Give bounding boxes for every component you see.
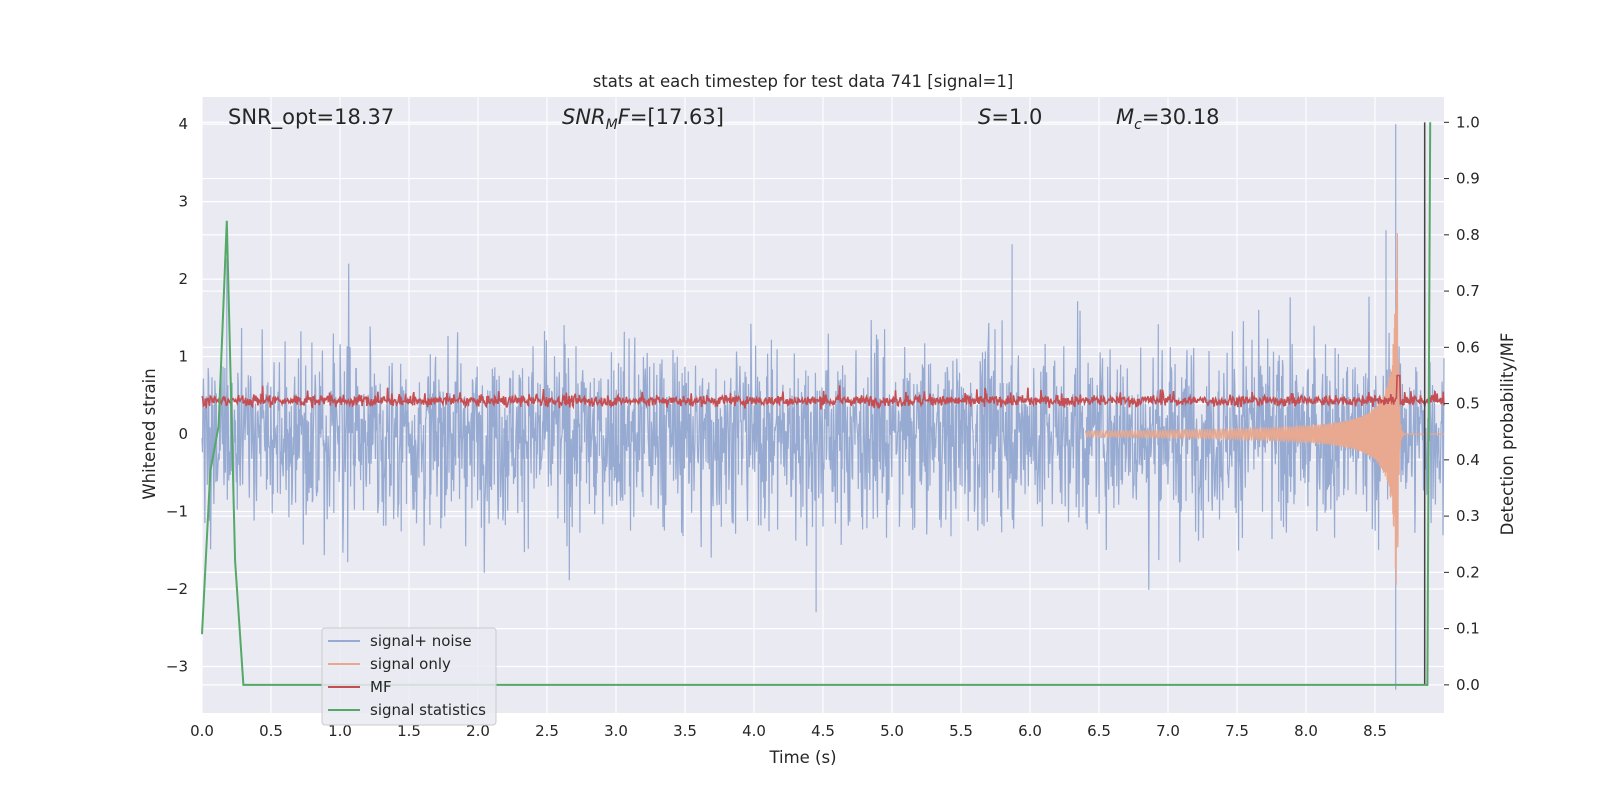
y-right-tick-label: 0.8 [1456, 226, 1480, 244]
x-tick-label: 4.0 [742, 722, 766, 740]
x-tick-label: 0.0 [190, 722, 214, 740]
series-signal-only-line [1084, 233, 1444, 585]
legend-label-signal-only: signal only [370, 655, 451, 673]
y-right-tick-label: 0.2 [1456, 563, 1480, 581]
mc-value: =30.18 [1142, 105, 1220, 129]
y-right-tick-label: 0.1 [1456, 620, 1480, 638]
x-tick-label: 6.0 [1018, 722, 1042, 740]
x-axis-label: Time (s) [768, 748, 836, 767]
y-right-tick-label: 0.3 [1456, 507, 1480, 525]
x-tick-label: 6.5 [1087, 722, 1111, 740]
x-tick-label: 1.5 [397, 722, 421, 740]
snr-opt-annotation: SNR_opt=18.37 [228, 105, 394, 130]
legend-label-signal-statistics: signal statistics [370, 701, 486, 719]
series-layer [201, 122, 1445, 690]
s-symbol: S [978, 105, 991, 129]
legend-label-signal-noise: signal+ noise [370, 632, 472, 650]
x-tick-label: 3.0 [604, 722, 628, 740]
y-tick-label: −2 [166, 580, 188, 598]
x-tick-label: 7.5 [1225, 722, 1249, 740]
y-right-tick-label: 1.0 [1456, 113, 1480, 131]
legend-box [321, 627, 497, 726]
y-right-tick-label: 0.9 [1456, 170, 1480, 188]
legend-label-mf: MF [370, 678, 392, 696]
y-axis-label: Whitened strain [140, 368, 159, 499]
y-tick-label: 2 [178, 270, 188, 288]
y-tick-label: −1 [166, 503, 188, 521]
snr-mf-annotation: SNRMF=[17.63] [562, 105, 724, 133]
y-right-tick-label: 0.7 [1456, 282, 1480, 300]
y-right-tick-label: 0.6 [1456, 338, 1480, 356]
series-mf-line [201, 374, 1445, 410]
snr-mf-subscript: M [606, 117, 618, 133]
x-tick-label: 2.5 [535, 722, 559, 740]
x-tick-label: 2.0 [466, 722, 490, 740]
x-tick-label: 5.0 [880, 722, 904, 740]
mc-symbol: M [1116, 105, 1134, 129]
s-annotation: S=1.0 [978, 105, 1042, 129]
series-signal-statistics-line [201, 122, 1432, 686]
snr-mf-f: F [618, 105, 631, 129]
s-value: =1.0 [991, 105, 1042, 129]
tick-labels: 0.0 0.5 1.0 1.5 2.0 2.5 3.0 3.5 4.0 4.5 5.0 5.5 6.0 6… [166, 113, 1480, 740]
x-tick-label: 8.0 [1294, 722, 1318, 740]
legend: signal+ noise signal only MF signal stat… [321, 627, 497, 726]
x-tick-label: 8.5 [1363, 722, 1387, 740]
y-right-tick-label: 0.5 [1456, 395, 1480, 413]
y-tick-label: −3 [166, 658, 188, 676]
x-tick-label: 0.5 [259, 722, 283, 740]
y-right-tick-label: 0.0 [1456, 676, 1480, 694]
mc-annotation: Mc=30.18 [1116, 105, 1220, 133]
y-tick-label: 4 [178, 115, 188, 133]
x-tick-label: 7.0 [1156, 722, 1180, 740]
snr-mf-symbol: SNR [562, 105, 606, 129]
y-tick-label: 1 [178, 348, 188, 366]
series-signal-noise-line [201, 124, 1445, 690]
x-tick-label: 5.5 [949, 722, 973, 740]
snr-mf-value: =[17.63] [630, 105, 724, 129]
y-tick-label: 0 [178, 425, 188, 443]
mc-subscript: c [1134, 117, 1142, 133]
chart-title: stats at each timestep for test data 741… [593, 72, 1014, 91]
x-tick-label: 1.0 [328, 722, 352, 740]
y-tick-label: 3 [178, 193, 188, 211]
x-tick-label: 4.5 [811, 722, 835, 740]
x-tick-label: 3.5 [673, 722, 697, 740]
y-right-axis-label: Detection probability/MF [1498, 333, 1517, 536]
y-right-tick-label: 0.4 [1456, 451, 1480, 469]
